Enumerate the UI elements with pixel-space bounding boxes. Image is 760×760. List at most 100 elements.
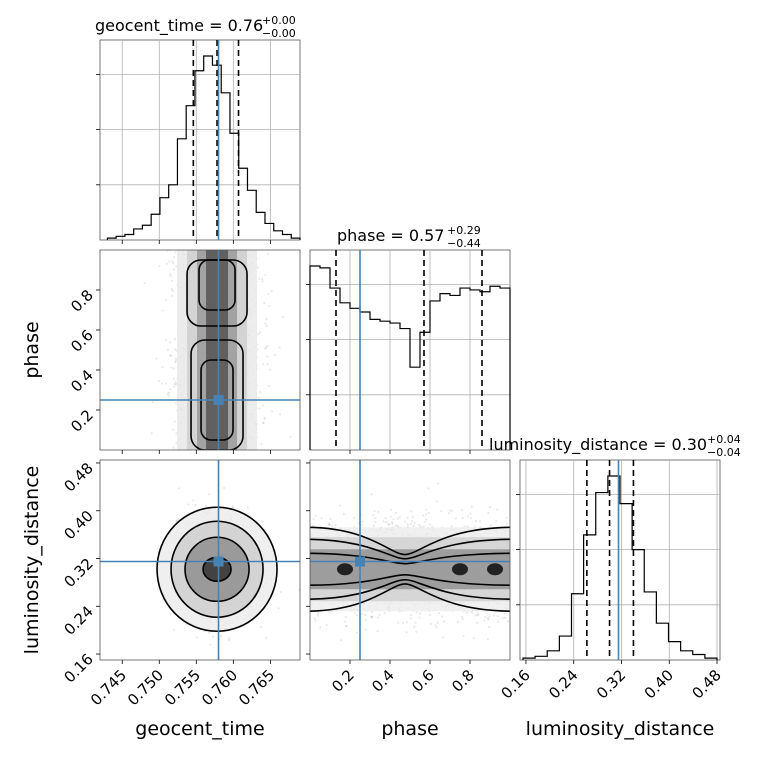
sample-point xyxy=(266,363,269,366)
sample-point xyxy=(187,503,190,506)
sample-point xyxy=(172,628,176,632)
hist-geocent_time xyxy=(106,55,301,240)
sample-point xyxy=(270,289,273,293)
sample-point xyxy=(264,346,268,349)
sample-point xyxy=(155,357,158,360)
sample-point xyxy=(195,636,198,639)
sample-point xyxy=(259,331,262,334)
sample-point xyxy=(171,260,174,263)
sample-point xyxy=(173,385,176,388)
sample-point xyxy=(261,363,265,366)
sample-point xyxy=(166,392,170,396)
sample-point xyxy=(169,341,172,344)
sample-point xyxy=(170,287,173,291)
sample-point xyxy=(266,355,269,358)
sample-point xyxy=(174,348,177,351)
sample-point xyxy=(265,317,268,321)
sample-point xyxy=(161,309,164,312)
sample-point xyxy=(174,360,177,363)
sample-point xyxy=(273,354,276,357)
sample-point xyxy=(177,518,180,521)
sample-point xyxy=(278,346,281,349)
sample-point xyxy=(172,256,176,259)
sample-point xyxy=(172,367,175,370)
sample-point xyxy=(265,636,268,639)
sample-point xyxy=(267,384,270,388)
sample-point xyxy=(173,383,176,386)
sample-point xyxy=(212,635,215,638)
sample-point xyxy=(175,383,178,386)
sample-point xyxy=(264,273,267,276)
sample-point xyxy=(265,324,268,327)
sample-point xyxy=(289,435,292,439)
sample-point xyxy=(259,391,262,394)
sample-point xyxy=(277,607,280,610)
sample-point xyxy=(222,486,226,490)
sample-point xyxy=(258,407,261,410)
panel-hist-phase xyxy=(306,249,511,454)
sample-point xyxy=(263,416,266,419)
frame-2d xyxy=(99,249,301,451)
sample-point xyxy=(170,354,173,358)
sample-point xyxy=(172,377,176,380)
sample-point xyxy=(207,631,211,634)
sample-point xyxy=(175,442,178,445)
sample-point xyxy=(267,292,270,296)
sample-point xyxy=(174,251,177,254)
sample-point xyxy=(257,396,260,399)
sample-point xyxy=(279,590,282,594)
sample-point xyxy=(264,322,267,325)
sample-point xyxy=(172,268,176,271)
sample-point xyxy=(171,294,174,297)
sample-point xyxy=(173,420,176,423)
sample-point xyxy=(231,506,234,509)
sample-point xyxy=(266,252,270,255)
sample-point xyxy=(268,368,272,371)
sample-point xyxy=(261,520,264,523)
sample-point xyxy=(169,353,172,357)
contour-line xyxy=(198,259,236,311)
sample-point xyxy=(172,446,175,449)
sample-point xyxy=(165,262,169,265)
sample-point xyxy=(143,282,146,285)
panel-hist-geocent-time xyxy=(96,39,301,244)
sample-point xyxy=(246,506,249,509)
sample-point xyxy=(191,499,195,502)
sample-point xyxy=(227,639,230,642)
sample-point xyxy=(166,348,170,351)
sample-point xyxy=(207,493,211,496)
sample-point xyxy=(268,304,271,308)
panel-content xyxy=(100,250,300,450)
sample-point xyxy=(263,347,267,350)
sample-point xyxy=(279,413,282,416)
sample-point xyxy=(256,266,259,269)
sample-point xyxy=(167,391,171,394)
sample-point xyxy=(172,428,175,431)
sample-point xyxy=(260,443,263,446)
sample-point xyxy=(262,421,265,425)
sample-point xyxy=(260,277,264,281)
sample-point xyxy=(261,280,264,283)
sample-point xyxy=(150,432,153,435)
sample-point xyxy=(259,625,262,629)
sample-point xyxy=(161,366,164,369)
sample-point xyxy=(219,634,223,638)
panel-content xyxy=(100,460,300,660)
sample-point xyxy=(174,402,178,405)
contour-line xyxy=(190,339,244,450)
hist-phase xyxy=(309,265,511,450)
sample-point xyxy=(165,382,168,385)
sample-point xyxy=(151,400,154,404)
sample-point xyxy=(263,417,266,421)
truth-marker xyxy=(213,395,224,405)
sample-point xyxy=(158,264,161,268)
sample-point xyxy=(175,265,178,268)
hist-luminosity_distance xyxy=(522,475,718,660)
sample-point xyxy=(174,381,177,384)
sample-point xyxy=(262,421,265,424)
frame-geocent_time xyxy=(99,39,301,241)
sample-point xyxy=(258,277,261,280)
sample-point xyxy=(168,260,171,263)
